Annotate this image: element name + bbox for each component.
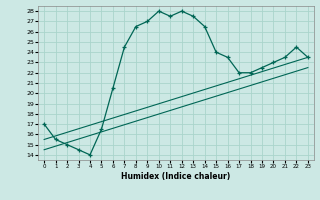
X-axis label: Humidex (Indice chaleur): Humidex (Indice chaleur) [121,172,231,181]
